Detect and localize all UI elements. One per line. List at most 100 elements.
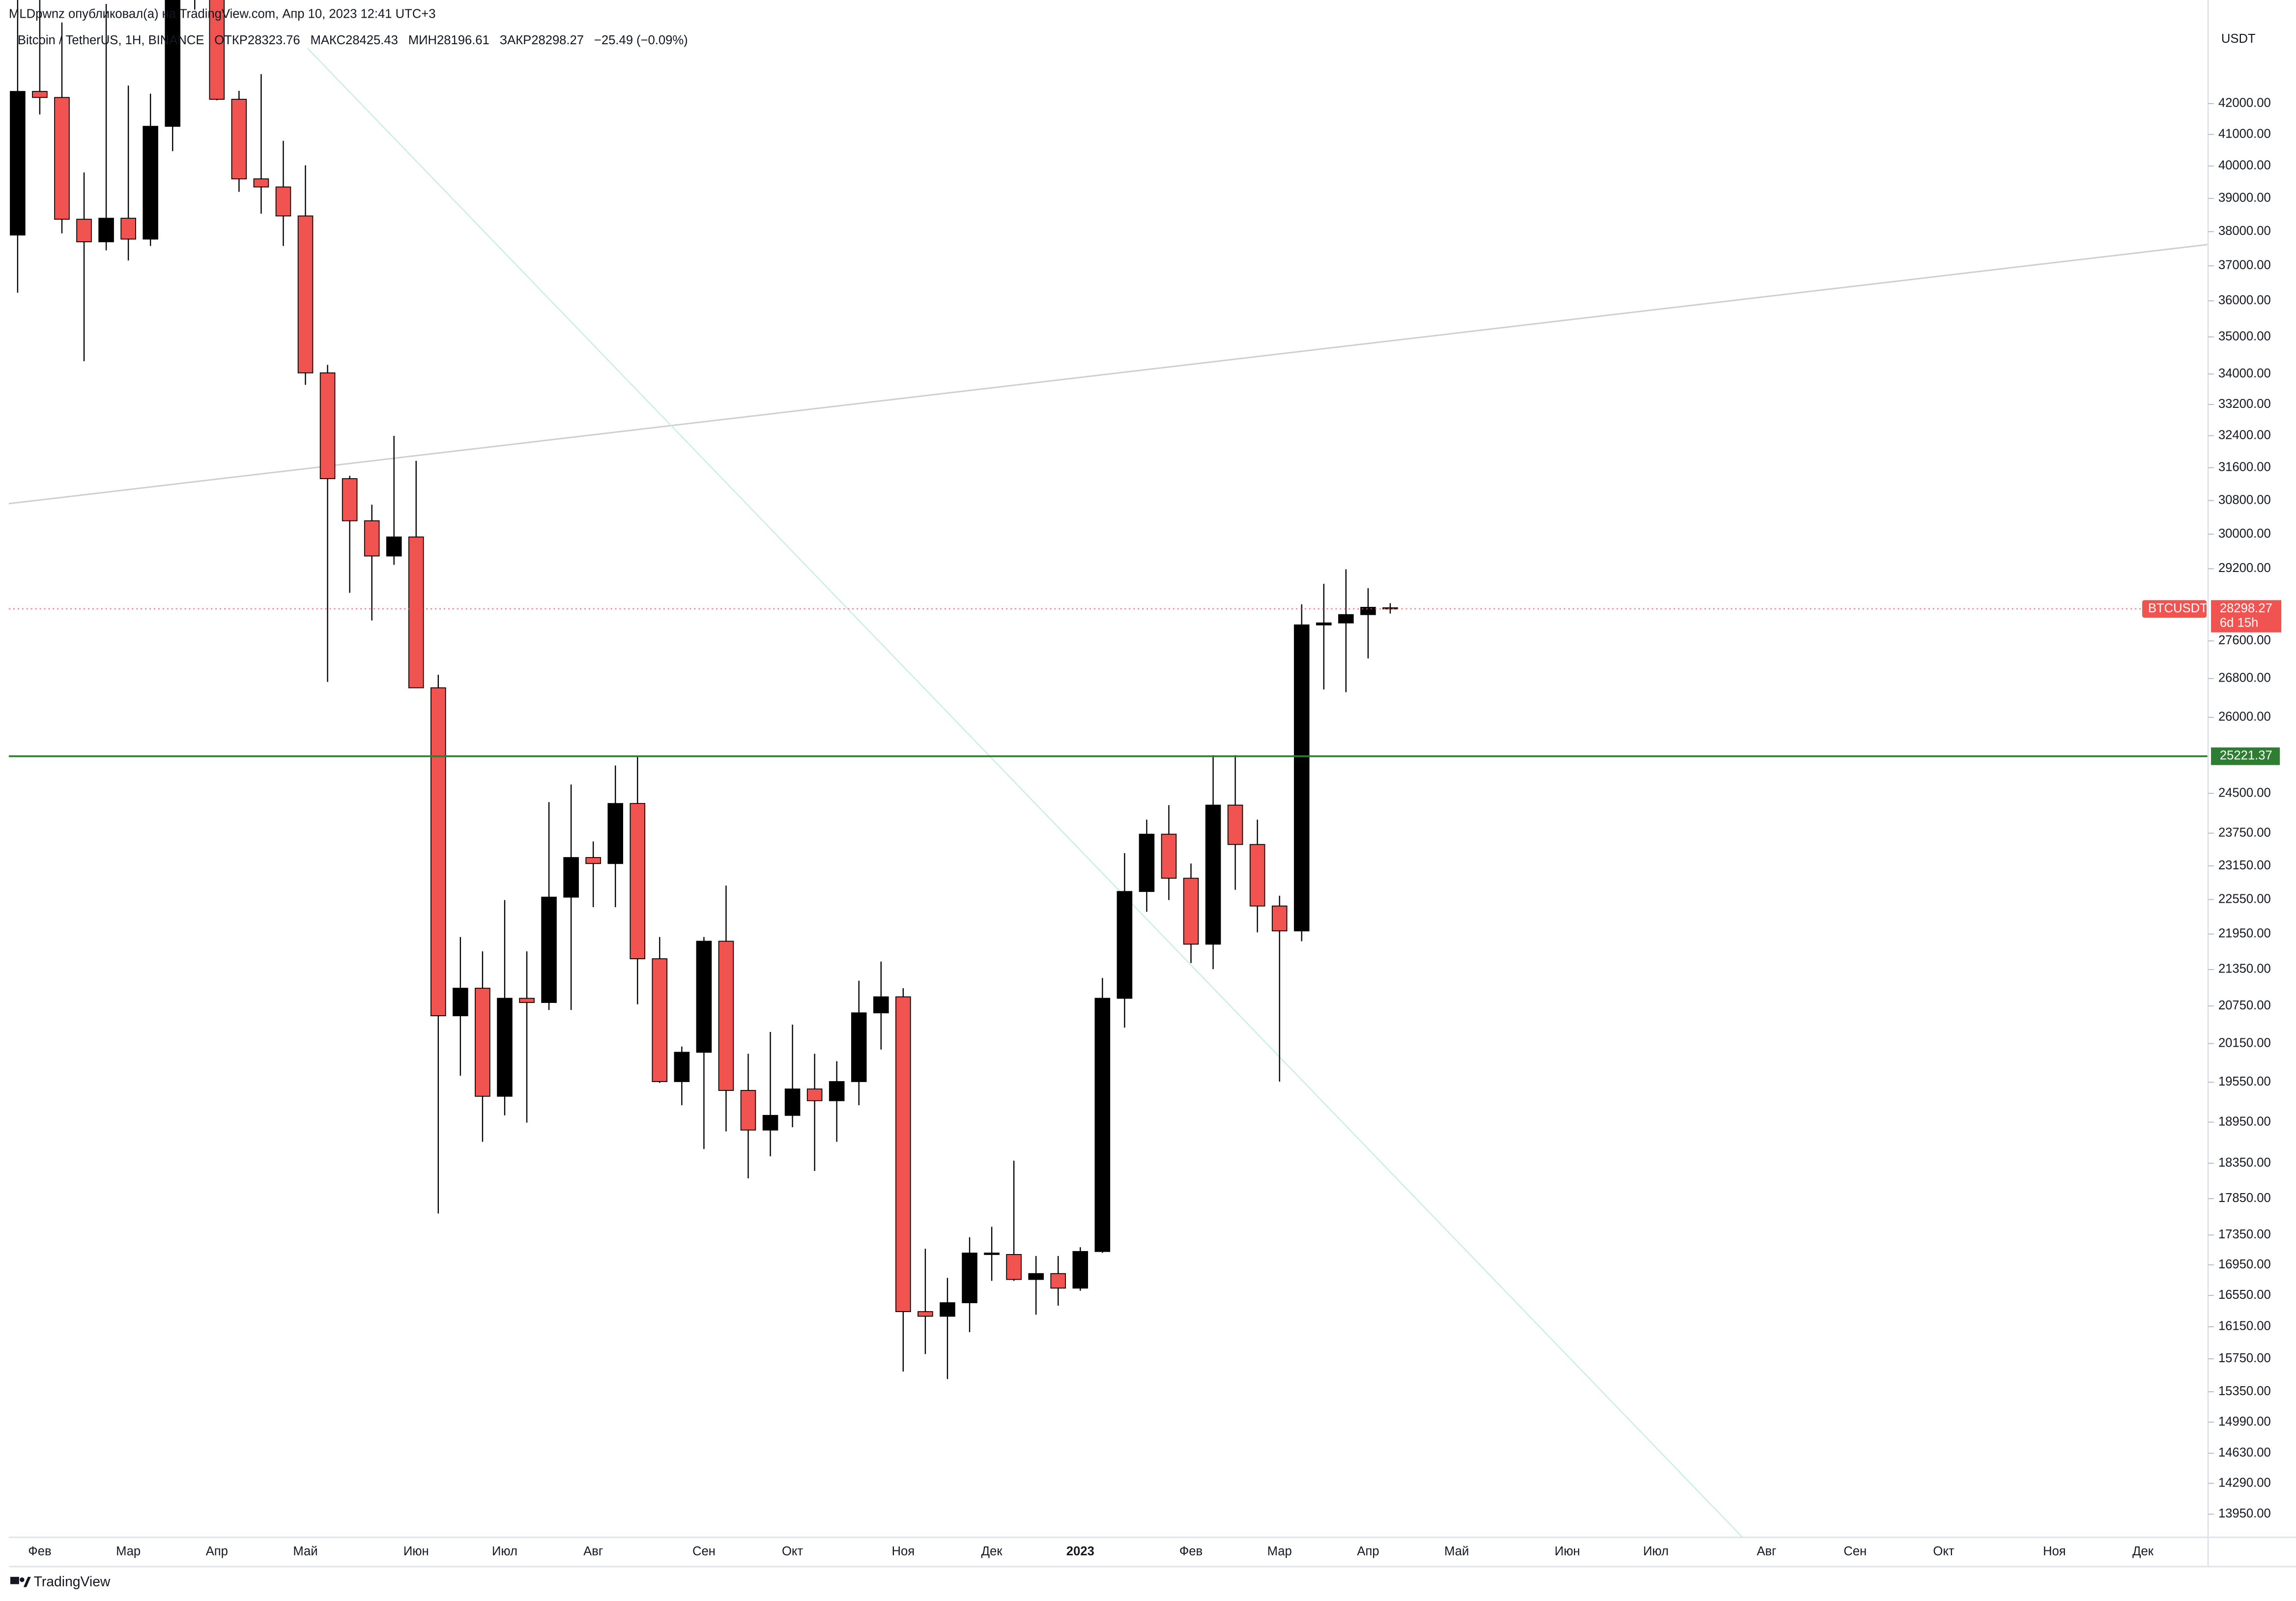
y-tick-label: 33200.00 xyxy=(2218,397,2271,411)
candle-body xyxy=(984,1253,1000,1255)
y-tick-label: 16950.00 xyxy=(2218,1258,2271,1271)
candle-body xyxy=(297,215,314,373)
symbol-info: ЗАКР28298.27 xyxy=(500,33,584,47)
brand: TradingView xyxy=(34,1573,111,1589)
y-tick-label: 30000.00 xyxy=(2218,527,2271,541)
candle-body xyxy=(54,97,70,220)
x-tick-label: Дек xyxy=(2132,1544,2154,1558)
y-tick-label: 26000.00 xyxy=(2218,710,2271,724)
y-tick-label: 19550.00 xyxy=(2218,1075,2271,1088)
x-tick-label: Ноя xyxy=(892,1544,915,1558)
y-tick-label: 23150.00 xyxy=(2218,858,2271,872)
trend-line xyxy=(307,48,1743,1538)
candle-body xyxy=(253,178,269,188)
x-tick-label: Апр xyxy=(206,1544,228,1558)
y-tick-label: 32400.00 xyxy=(2218,428,2271,442)
candle-body xyxy=(1050,1273,1066,1289)
symbol-info: −25.49 (−0.09%) xyxy=(594,33,688,47)
y-tick-label: 42000.00 xyxy=(2218,96,2271,110)
y-tick-label: 27600.00 xyxy=(2218,633,2271,647)
y-tick-label: 18950.00 xyxy=(2218,1115,2271,1128)
x-tick-label: Сен xyxy=(692,1544,716,1558)
y-tick-label: 16150.00 xyxy=(2218,1319,2271,1333)
candle-body xyxy=(1006,1254,1022,1280)
candle-body xyxy=(209,0,225,100)
x-tick-label: Авг xyxy=(583,1544,603,1558)
candle-body xyxy=(1161,833,1177,879)
candle-body xyxy=(1271,905,1288,932)
y-tick-label: 18350.00 xyxy=(2218,1156,2271,1170)
x-tick-label: Май xyxy=(293,1544,317,1558)
candle-body xyxy=(541,896,557,1003)
plot-area xyxy=(9,0,2209,1538)
y-tick-label: 15350.00 xyxy=(2218,1384,2271,1398)
y-tick-label: 20750.00 xyxy=(2218,999,2271,1012)
candle-body xyxy=(563,857,579,898)
x-tick-label: Мар xyxy=(116,1544,141,1558)
candle-body xyxy=(696,941,712,1053)
trend-line xyxy=(9,244,2209,505)
y-tick-label: 40000.00 xyxy=(2218,159,2271,172)
y-tick-label: 13950.00 xyxy=(2218,1507,2271,1520)
price-label: 28298.27 xyxy=(2220,601,2272,615)
candle-body xyxy=(1205,804,1221,945)
candle-body xyxy=(475,988,490,1097)
candle-body xyxy=(718,941,734,1091)
candle-body xyxy=(674,1052,690,1082)
candle-body xyxy=(784,1088,801,1116)
candle-body xyxy=(497,998,513,1097)
candle-body xyxy=(806,1088,823,1101)
candle-body xyxy=(275,186,291,217)
y-tick-label: 14290.00 xyxy=(2218,1476,2271,1489)
candle-body xyxy=(76,219,92,242)
candle-body xyxy=(962,1253,977,1303)
y-tick-label: 20150.00 xyxy=(2218,1036,2271,1050)
y-tick-label: 34000.00 xyxy=(2218,367,2271,380)
candle-body xyxy=(143,126,158,240)
candle-body xyxy=(430,687,446,1016)
x-tick-label: Авг xyxy=(1757,1544,1777,1558)
x-tick-label: Июн xyxy=(1554,1544,1580,1558)
candle-body xyxy=(120,218,136,240)
x-tick-label: Дек xyxy=(981,1544,1003,1558)
y-tick-label: 24500.00 xyxy=(2218,786,2271,800)
candle-body xyxy=(1183,878,1199,945)
candle-body xyxy=(1293,624,1310,932)
y-tick-label: 16550.00 xyxy=(2218,1288,2271,1302)
candle-body xyxy=(342,478,358,521)
x-tick-label: Окт xyxy=(1933,1544,1954,1558)
y-tick-label: 29200.00 xyxy=(2218,561,2271,575)
x-tick-label: 2023 xyxy=(1066,1544,1094,1558)
symbol-info: МАКС28425.43 xyxy=(311,33,398,47)
candle-body xyxy=(319,372,336,479)
countdown-label: 6d 15h xyxy=(2220,616,2258,630)
candle-body xyxy=(873,996,889,1014)
candle-body xyxy=(740,1090,756,1131)
candle-body xyxy=(10,91,26,236)
symbol-label-box xyxy=(2142,600,2207,618)
x-tick-label: Мар xyxy=(1267,1544,1292,1558)
y-tick-label: 15750.00 xyxy=(2218,1351,2271,1365)
y-tick-label: 36000.00 xyxy=(2218,293,2271,307)
candle-body xyxy=(652,958,668,1082)
y-tick-label: 26800.00 xyxy=(2218,671,2271,685)
y-tick-label: 22550.00 xyxy=(2218,892,2271,906)
y-tick-label: 14630.00 xyxy=(2218,1446,2271,1459)
candle-body xyxy=(1117,891,1133,999)
candle-body xyxy=(98,218,114,242)
candle-body xyxy=(1094,998,1111,1252)
candle-body xyxy=(918,1311,933,1317)
x-tick-label: Июн xyxy=(403,1544,429,1558)
y-tick-label: 39000.00 xyxy=(2218,191,2271,205)
candle-body xyxy=(607,803,623,864)
candle-body xyxy=(1139,833,1155,892)
candle-body xyxy=(895,996,911,1313)
y-tick-label: 17850.00 xyxy=(2218,1191,2271,1205)
level-label: 25221.37 xyxy=(2220,749,2272,763)
candle-body xyxy=(1360,607,1376,615)
candle-body xyxy=(519,998,535,1003)
x-tick-label: Июл xyxy=(1643,1544,1669,1558)
x-tick-label: Фев xyxy=(1179,1544,1203,1558)
